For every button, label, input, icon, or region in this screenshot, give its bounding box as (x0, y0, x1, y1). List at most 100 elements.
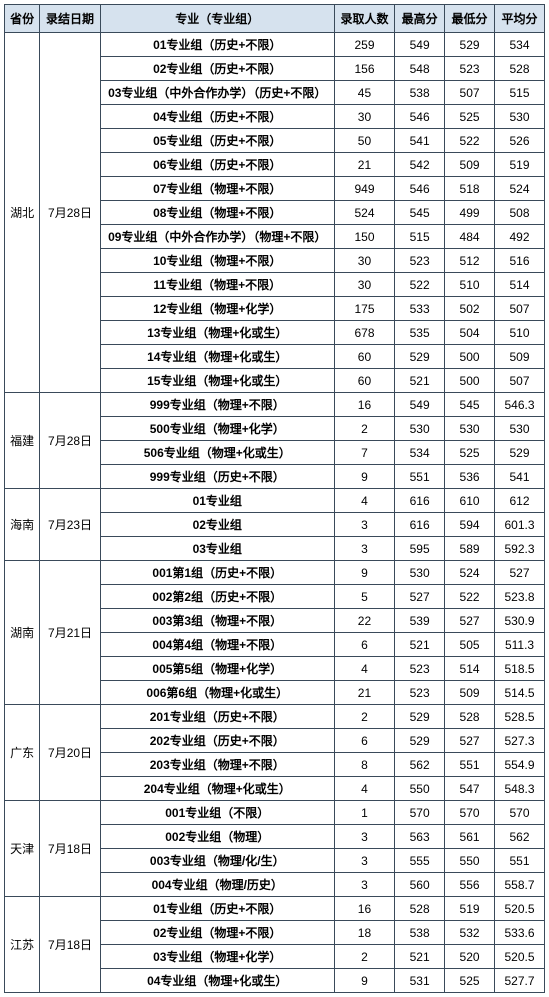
avg-cell: 510 (495, 321, 545, 345)
major-cell: 506专业组（物理+化或生） (100, 441, 334, 465)
low-cell: 500 (445, 345, 495, 369)
major-cell: 003第3组（物理+不限） (100, 609, 334, 633)
low-cell: 525 (445, 441, 495, 465)
low-cell: 518 (445, 177, 495, 201)
count-cell: 3 (334, 513, 394, 537)
major-cell: 06专业组（历史+不限） (100, 153, 334, 177)
high-cell: 522 (395, 273, 445, 297)
high-cell: 529 (395, 345, 445, 369)
major-cell: 03专业组（物理+化学） (100, 945, 334, 969)
avg-cell: 570 (495, 801, 545, 825)
high-cell: 539 (395, 609, 445, 633)
high-cell: 550 (395, 777, 445, 801)
high-cell: 546 (395, 105, 445, 129)
low-cell: 514 (445, 657, 495, 681)
avg-cell: 530 (495, 417, 545, 441)
count-cell: 16 (334, 897, 394, 921)
high-cell: 533 (395, 297, 445, 321)
avg-cell: 518.5 (495, 657, 545, 681)
count-cell: 18 (334, 921, 394, 945)
high-cell: 521 (395, 633, 445, 657)
date-cell: 7月18日 (40, 897, 100, 993)
major-cell: 12专业组（物理+化学） (100, 297, 334, 321)
count-cell: 3 (334, 537, 394, 561)
low-cell: 547 (445, 777, 495, 801)
count-cell: 7 (334, 441, 394, 465)
date-cell: 7月23日 (40, 489, 100, 561)
high-cell: 562 (395, 753, 445, 777)
count-cell: 259 (334, 33, 394, 57)
major-cell: 004第4组（物理+不限） (100, 633, 334, 657)
major-cell: 202专业组（历史+不限） (100, 729, 334, 753)
count-cell: 4 (334, 777, 394, 801)
province-cell: 湖南 (5, 561, 40, 705)
date-cell: 7月20日 (40, 705, 100, 801)
high-cell: 551 (395, 465, 445, 489)
low-cell: 525 (445, 105, 495, 129)
province-cell: 湖北 (5, 33, 40, 393)
low-cell: 532 (445, 921, 495, 945)
major-cell: 203专业组（物理+不限） (100, 753, 334, 777)
low-cell: 500 (445, 369, 495, 393)
avg-cell: 524 (495, 177, 545, 201)
major-cell: 11专业组（物理+不限） (100, 273, 334, 297)
low-cell: 499 (445, 201, 495, 225)
count-cell: 30 (334, 105, 394, 129)
low-cell: 570 (445, 801, 495, 825)
province-cell: 天津 (5, 801, 40, 897)
avg-cell: 548.3 (495, 777, 545, 801)
count-cell: 21 (334, 153, 394, 177)
low-cell: 551 (445, 753, 495, 777)
avg-cell: 519 (495, 153, 545, 177)
header-high: 最高分 (395, 5, 445, 33)
count-cell: 21 (334, 681, 394, 705)
count-cell: 16 (334, 393, 394, 417)
avg-cell: 530.9 (495, 609, 545, 633)
count-cell: 9 (334, 465, 394, 489)
province-cell: 广东 (5, 705, 40, 801)
table-row: 海南7月23日01专业组4616610612 (5, 489, 545, 513)
count-cell: 50 (334, 129, 394, 153)
major-cell: 002第2组（历史+不限） (100, 585, 334, 609)
major-cell: 10专业组（物理+不限） (100, 249, 334, 273)
major-cell: 09专业组（中外合作办学）（物理+不限） (100, 225, 334, 249)
major-cell: 004专业组（物理/历史） (100, 873, 334, 897)
major-cell: 999专业组（物理+不限） (100, 393, 334, 417)
avg-cell: 527 (495, 561, 545, 585)
low-cell: 507 (445, 81, 495, 105)
header-count: 录取人数 (334, 5, 394, 33)
avg-cell: 515 (495, 81, 545, 105)
avg-cell: 551 (495, 849, 545, 873)
province-cell: 江苏 (5, 897, 40, 993)
high-cell: 530 (395, 417, 445, 441)
table-row: 天津7月18日001专业组（不限）1570570570 (5, 801, 545, 825)
low-cell: 610 (445, 489, 495, 513)
avg-cell: 507 (495, 297, 545, 321)
avg-cell: 541 (495, 465, 545, 489)
major-cell: 001第1组（历史+不限） (100, 561, 334, 585)
high-cell: 523 (395, 249, 445, 273)
low-cell: 529 (445, 33, 495, 57)
count-cell: 2 (334, 945, 394, 969)
low-cell: 484 (445, 225, 495, 249)
major-cell: 07专业组（物理+不限） (100, 177, 334, 201)
header-date: 录结日期 (40, 5, 100, 33)
low-cell: 527 (445, 729, 495, 753)
count-cell: 60 (334, 369, 394, 393)
count-cell: 60 (334, 345, 394, 369)
avg-cell: 507 (495, 369, 545, 393)
table-row: 湖南7月21日001第1组（历史+不限）9530524527 (5, 561, 545, 585)
high-cell: 538 (395, 81, 445, 105)
high-cell: 528 (395, 897, 445, 921)
major-cell: 04专业组（物理+化或生） (100, 969, 334, 993)
high-cell: 560 (395, 873, 445, 897)
header-row: 省份 录结日期 专业（专业组） 录取人数 最高分 最低分 平均分 (5, 5, 545, 33)
count-cell: 9 (334, 969, 394, 993)
count-cell: 175 (334, 297, 394, 321)
major-cell: 201专业组（历史+不限） (100, 705, 334, 729)
major-cell: 204专业组（物理+化或生） (100, 777, 334, 801)
major-cell: 006第6组（物理+化或生） (100, 681, 334, 705)
low-cell: 525 (445, 969, 495, 993)
high-cell: 521 (395, 945, 445, 969)
high-cell: 523 (395, 657, 445, 681)
